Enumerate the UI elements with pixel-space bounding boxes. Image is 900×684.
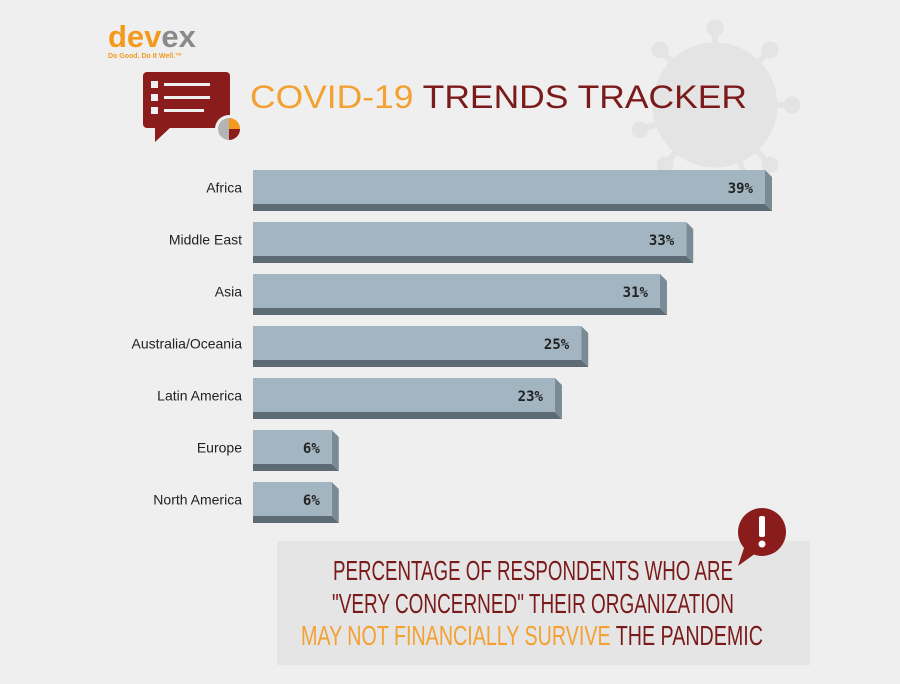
bar-end [554,378,562,419]
value-label: 6% [303,493,320,509]
chart-title: COVID-19 TRENDS TRACKER [250,79,747,115]
bar [253,326,582,360]
bar-shade [253,204,772,211]
logo-ex: ex [161,19,196,54]
bar-end [581,326,589,367]
category-label: North America [153,492,242,508]
bar [253,430,332,464]
bar-end [331,430,339,471]
value-label: 23% [518,389,544,405]
bar-end [331,482,339,523]
bar-end [659,274,667,315]
value-label: 31% [623,285,649,301]
bar-chart: Africa 39% Middle East 33% Asia 31% Australia/… [131,170,772,523]
value-label: 33% [649,233,675,249]
logo-tagline: Do Good. Do It Well.™ [108,53,182,60]
bar-shade [253,256,694,263]
caption-box [277,541,810,665]
bar [253,222,687,256]
logo: devex [108,19,197,54]
title-rest: TRENDS TRACKER [423,79,747,115]
caption: PERCENTAGE OF RESPONDENTS WHO ARE "VERY … [301,555,763,651]
value-label: 6% [303,441,320,457]
category-label: Asia [215,284,242,300]
category-label: Europe [197,440,242,456]
bar-end [686,222,694,263]
bar [253,170,765,204]
category-label: Australia/Oceania [131,336,242,352]
caption-line: PERCENTAGE OF RESPONDENTS WHO ARE [333,555,733,586]
category-label: Africa [206,180,242,196]
bar [253,482,332,516]
logo-dev: dev [108,19,162,54]
bar-shade [253,464,339,471]
category-label: Middle East [169,232,242,248]
bar [253,274,660,308]
value-label: 25% [544,337,570,353]
bar-shade [253,360,589,367]
title-icon [143,72,243,143]
alert-icon [738,508,786,566]
bar-end [765,170,772,211]
caption-highlight: MAY NOT FINANCIALLY SURVIVE [301,620,611,651]
title-highlight: COVID-19 [250,79,413,115]
category-label: Latin America [157,388,242,404]
bar [253,378,555,412]
caption-rest: THE PANDEMIC [616,620,763,651]
bar-shade [253,516,339,523]
caption-line: "VERY CONCERNED" THEIR ORGANIZATION [332,588,734,619]
value-label: 39% [728,181,754,197]
bar-shade [253,308,667,315]
caption-line: MAY NOT FINANCIALLY SURVIVE THE PANDEMIC [301,620,763,651]
virus-watermark [631,19,801,177]
bar-shade [253,412,562,419]
